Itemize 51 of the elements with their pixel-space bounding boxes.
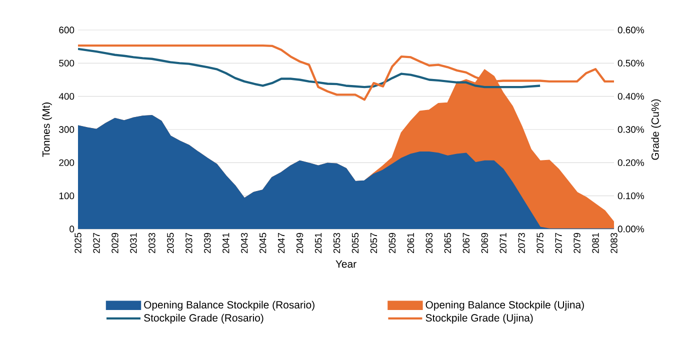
x-tick-label: 2031 [130, 232, 137, 254]
y2-axis-title: Grade (Cu%) [651, 99, 661, 160]
x-tick-label: 2077 [555, 232, 562, 254]
y-tick-label: 200 [59, 159, 74, 166]
x-tick-label: 2075 [536, 232, 544, 254]
x-tick-label: 2037 [186, 232, 192, 254]
x-tick-label: 2051 [314, 232, 322, 254]
y-tick-label: 300 [59, 126, 74, 133]
x-tick-label: 2033 [148, 232, 156, 254]
y2-tick-label: 0.00% [618, 226, 644, 232]
y-tick-label: 100 [59, 192, 74, 200]
y-tick-label: 0 [70, 226, 74, 232]
y-tick-label: 600 [59, 26, 74, 34]
x-tick-label: 2045 [259, 232, 266, 254]
x-tick-label: 2061 [407, 232, 414, 254]
x-tick-label: 2035 [167, 232, 174, 254]
x-tick-label: 2073 [518, 232, 525, 254]
x-tick-label: 2053 [333, 232, 340, 254]
x-tick-label: 2065 [444, 232, 452, 254]
x-tick-label: 2081 [592, 232, 599, 254]
x-tick-label: 2041 [222, 232, 230, 254]
x-tick-label: 2083 [610, 232, 618, 254]
x-tick-label: 2027 [93, 232, 100, 254]
legend-label: Stockpile Grade (Rosario) [144, 314, 264, 324]
x-tick-label: 2025 [74, 232, 82, 254]
x-tick-label: 2067 [462, 232, 470, 254]
legend-label: Opening Balance Stockpile (Rosario) [144, 300, 314, 311]
x-tick-label: 2043 [240, 232, 248, 254]
x-tick-label: 2063 [426, 232, 433, 254]
x-tick-label: 2059 [388, 232, 396, 254]
y-tick-label: 400 [58, 92, 74, 100]
y-tick-label: 500 [59, 60, 74, 67]
x-tick-label: 2071 [500, 232, 506, 254]
y2-tick-label: 0.30% [618, 126, 644, 133]
x-tick-label: 2039 [204, 232, 211, 254]
x-tick-label: 2055 [352, 232, 359, 254]
y-axis-title: Tonnes (Mt) [42, 102, 52, 157]
x-axis-title: Year [336, 260, 356, 268]
x-tick-label: 2079 [574, 232, 580, 254]
y2-tick-label: 0.40% [618, 92, 644, 100]
x-tick-label: 2049 [296, 232, 304, 254]
legend-label: Stockpile Grade (Ujina) [426, 314, 533, 324]
x-tick-label: 2047 [278, 232, 285, 254]
x-tick-label: 2029 [112, 232, 118, 254]
legend-label: Opening Balance Stockpile (Ujina) [426, 300, 584, 311]
x-tick-label: 2057 [370, 232, 378, 254]
y2-tick-label: 0.20% [618, 159, 644, 166]
y2-tick-label: 0.10% [618, 192, 644, 200]
x-tick-label: 2069 [481, 232, 488, 254]
y2-tick-label: 0.50% [618, 60, 644, 67]
y2-tick-label: 0.60% [618, 26, 644, 34]
